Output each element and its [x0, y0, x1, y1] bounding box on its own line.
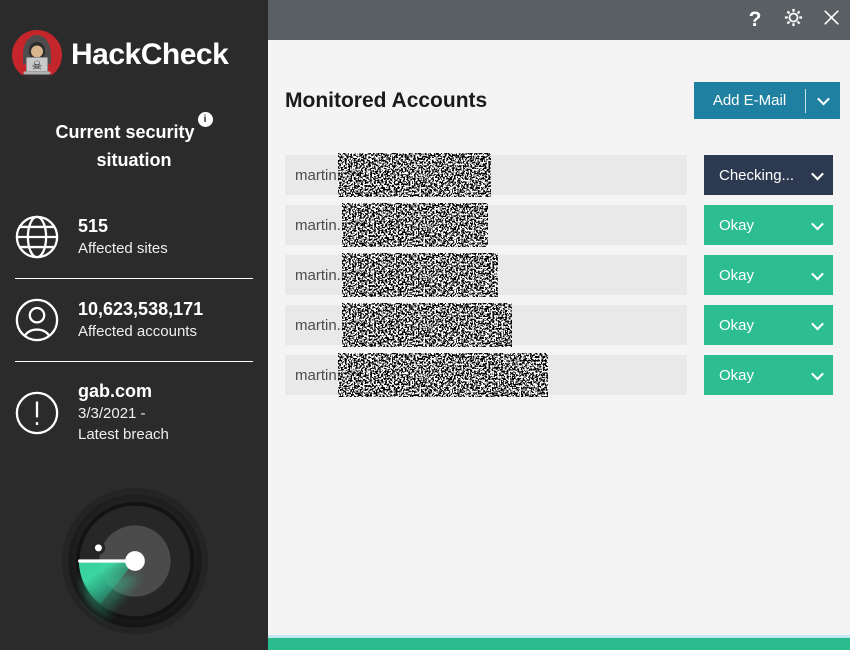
redacted-email-noise [341, 203, 488, 247]
account-email: martin. [285, 253, 687, 297]
monitored-accounts-list: martin Checking... martin. Okay [268, 153, 850, 397]
app-name: HackCheck [71, 38, 229, 71]
account-email: martin [285, 153, 687, 197]
chevron-down-icon [816, 92, 830, 106]
chevron-down-icon [801, 267, 833, 280]
account-email: martin. [285, 203, 687, 247]
main-content: Monitored Accounts Add E-Mail martin Che… [268, 40, 850, 650]
email-visible-text: martin. [295, 316, 341, 334]
account-row: martin. Okay [285, 303, 850, 347]
account-row: martin. Okay [285, 253, 850, 297]
security-title-line2: situation [96, 150, 172, 170]
add-email-label: Add E-Mail [712, 92, 787, 109]
add-email-button[interactable]: Add E-Mail [694, 82, 840, 119]
affected-accounts-value: 10,623,538,171 [78, 299, 204, 319]
security-stats: 515 Affected sites [0, 198, 268, 461]
status-label: Okay [719, 366, 755, 384]
security-gauge [60, 486, 210, 636]
status-label: Okay [719, 216, 755, 234]
page-title: Monitored Accounts [285, 88, 488, 112]
chevron-down-icon [801, 167, 833, 180]
status-label: Okay [719, 266, 755, 284]
latest-breach-site: gab.com [78, 381, 153, 401]
close-button[interactable] [812, 0, 850, 40]
affected-sites-label: Affected sites [78, 240, 168, 257]
close-icon [822, 8, 841, 32]
email-visible-text: martin [295, 166, 337, 184]
sidebar-divider [15, 278, 253, 279]
breach-alert-icon [14, 390, 60, 436]
email-visible-text: martin. [295, 216, 341, 234]
bottom-progress-bar [268, 638, 850, 650]
security-situation-title: Current securityi situation [0, 112, 268, 174]
sidebar: ☠ HackCheck Current securityi situation [0, 0, 268, 650]
chevron-down-icon [801, 217, 833, 230]
security-title-line1: Current security [55, 122, 195, 142]
account-icon [14, 297, 60, 343]
chevron-down-icon [801, 367, 833, 380]
sidebar-divider [15, 361, 253, 362]
latest-breach-date: 3/3/2021 - [78, 405, 146, 422]
status-label: Checking... [719, 166, 795, 184]
stat-affected-sites: 515 Affected sites [0, 198, 268, 276]
email-visible-text: martin [295, 366, 337, 384]
bottom-accent-line [268, 635, 850, 638]
status-label: Okay [719, 316, 755, 334]
account-email: martin. [285, 303, 687, 347]
status-dropdown[interactable]: Okay [704, 305, 833, 345]
redacted-email-noise [337, 353, 548, 397]
status-dropdown[interactable]: Okay [704, 255, 833, 295]
stat-affected-accounts: 10,623,538,171 Affected accounts [0, 281, 268, 359]
account-row: martin. Okay [285, 203, 850, 247]
affected-sites-value: 515 [78, 216, 109, 236]
redacted-email-noise [341, 253, 498, 297]
status-dropdown[interactable]: Okay [704, 205, 833, 245]
button-divider [805, 88, 806, 113]
status-dropdown[interactable]: Okay [704, 355, 833, 395]
status-dropdown[interactable]: Checking... [704, 155, 833, 195]
latest-breach-label: Latest breach [78, 426, 169, 443]
redacted-email-noise [337, 153, 491, 197]
settings-button[interactable] [774, 0, 812, 40]
titlebar: ? [268, 0, 850, 40]
account-row: martin Checking... [285, 153, 850, 197]
info-icon[interactable]: i [197, 112, 213, 127]
stat-latest-breach: gab.com 3/3/2021 - Latest breach [0, 364, 268, 461]
add-email-dropdown-toggle[interactable] [806, 92, 840, 106]
hackcheck-logo-icon: ☠ [12, 30, 62, 80]
globe-icon [14, 214, 60, 260]
gear-icon [783, 7, 804, 33]
account-row: martin Okay [285, 353, 850, 397]
affected-accounts-label: Affected accounts [78, 323, 197, 340]
chevron-down-icon [801, 317, 833, 330]
redacted-email-noise [341, 303, 512, 347]
help-button[interactable]: ? [748, 8, 762, 31]
account-email: martin [285, 353, 687, 397]
svg-text:☠: ☠ [32, 59, 43, 73]
app-logo: ☠ HackCheck [12, 30, 268, 80]
email-visible-text: martin. [295, 266, 341, 284]
